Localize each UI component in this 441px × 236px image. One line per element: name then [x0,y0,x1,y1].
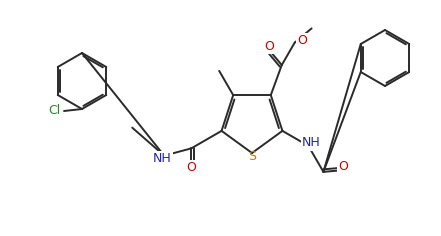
Text: O: O [338,160,348,173]
Text: NH: NH [153,152,172,165]
Text: O: O [186,161,196,174]
Text: O: O [297,34,306,47]
Text: S: S [248,151,256,164]
Text: Cl: Cl [48,105,60,118]
Text: NH: NH [302,136,321,149]
Text: O: O [265,40,275,53]
